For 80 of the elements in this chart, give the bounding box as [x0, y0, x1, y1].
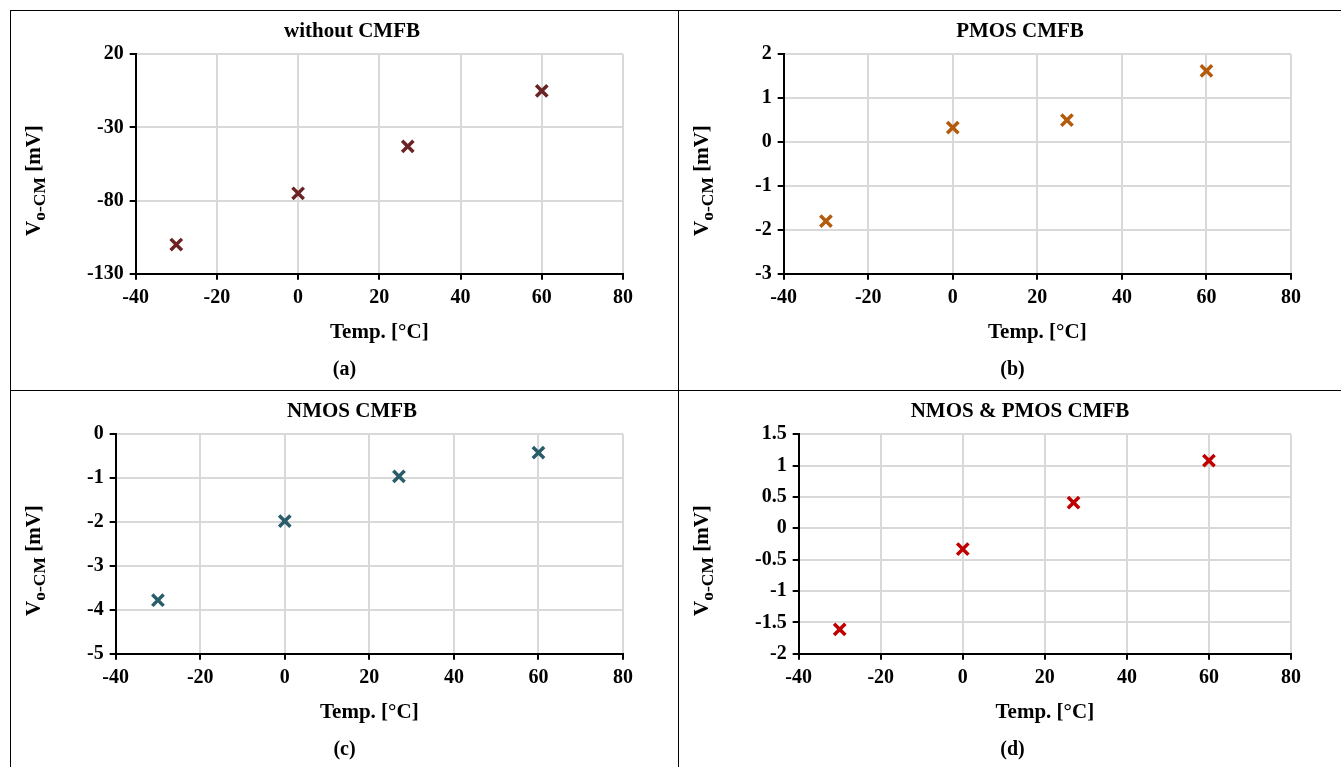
x-tick-label: 0	[947, 284, 958, 307]
y-tick-label: 1	[776, 452, 787, 475]
y-tick-label: 0	[761, 129, 772, 152]
point	[168, 237, 184, 252]
x-tick-label: 60	[531, 284, 552, 307]
text: (b)	[999, 357, 1026, 380]
y-tick-label: 0	[776, 515, 787, 538]
y-tick-label: -4	[86, 597, 104, 620]
y-tick-label: 0	[93, 421, 104, 444]
x-tick-label: -40	[770, 284, 797, 307]
point	[150, 592, 166, 608]
x-tick-label: 80	[1281, 664, 1301, 687]
y-tick-label: 1.5	[761, 421, 787, 444]
y-tick-label: 20	[103, 41, 124, 64]
y-tick-label: -5	[86, 640, 104, 663]
point	[818, 213, 834, 229]
y-tick-label: -1	[86, 465, 104, 488]
point	[945, 120, 961, 135]
chart-title: NMOS & PMOS CMFB	[910, 398, 1130, 423]
x-tick-label: 40	[1111, 284, 1132, 307]
x-axis-title: Temp. [°C]	[320, 698, 419, 723]
chart-title: PMOS CMFB	[956, 18, 1084, 43]
y-tick-label: -1	[769, 578, 787, 601]
chart-title: without CMFB	[284, 18, 420, 43]
x-tick-label: 60	[1196, 284, 1217, 307]
y-tick-label: -3	[754, 260, 772, 283]
point	[832, 621, 848, 637]
x-tick-label: -20	[203, 284, 231, 307]
x-tick-label: -40	[122, 284, 149, 307]
x-tick-label: 80	[613, 664, 633, 687]
point	[1201, 453, 1217, 468]
x-tick-label: 0	[957, 664, 968, 687]
x-tick-label: -20	[867, 664, 895, 687]
point	[1066, 495, 1081, 510]
x-tick-label: -40	[102, 664, 129, 687]
x-tick-label: 80	[1281, 284, 1301, 307]
y-tick-label: 2	[761, 41, 772, 64]
x-tick-label: 20	[359, 664, 380, 687]
y-tick-label: 1	[761, 85, 772, 108]
x-tick-label: 60	[1198, 664, 1219, 687]
y-tick-label: -130	[86, 260, 124, 283]
text: (a)	[331, 357, 358, 380]
x-tick-label: 20	[1034, 664, 1055, 687]
y-tick-label: -0.5	[754, 546, 787, 569]
point	[391, 468, 407, 484]
x-axis-title: Temp. [°C]	[330, 318, 429, 343]
point	[1059, 112, 1075, 128]
x-tick-label: -20	[186, 664, 214, 687]
x-tick-label: 0	[279, 664, 290, 687]
x-tick-label: -20	[854, 284, 882, 307]
chart-title: NMOS CMFB	[286, 398, 418, 423]
point	[290, 185, 306, 201]
x-tick-label: 40	[443, 664, 464, 687]
y-tick-label: -2	[86, 509, 104, 532]
text: (d)	[999, 737, 1026, 760]
text: (c)	[332, 737, 357, 760]
point	[955, 541, 971, 557]
y-tick-label: -2	[754, 217, 772, 240]
x-tick-label: -40	[785, 664, 812, 687]
x-tick-label: 20	[369, 284, 390, 307]
x-tick-label: 0	[293, 284, 304, 307]
x-axis-title: Temp. [°C]	[988, 318, 1087, 343]
y-tick-label: -80	[96, 187, 124, 210]
y-tick-label: -1	[754, 173, 772, 196]
point	[277, 513, 293, 529]
x-tick-label: 40	[450, 284, 471, 307]
point	[531, 445, 546, 461]
y-tick-label: -2	[769, 640, 787, 663]
x-tick-label: 40	[1116, 664, 1137, 687]
y-tick-label: -30	[96, 114, 124, 137]
x-tick-label: 60	[528, 664, 549, 687]
y-tick-label: -1.5	[754, 609, 787, 632]
point	[534, 83, 550, 99]
y-tick-label: -3	[86, 553, 104, 576]
point	[400, 139, 416, 154]
x-tick-label: 20	[1027, 284, 1048, 307]
x-axis-title: Temp. [°C]	[995, 698, 1095, 723]
x-tick-label: 80	[613, 284, 633, 307]
y-tick-label: 0.5	[761, 484, 787, 507]
point	[1199, 63, 1214, 79]
